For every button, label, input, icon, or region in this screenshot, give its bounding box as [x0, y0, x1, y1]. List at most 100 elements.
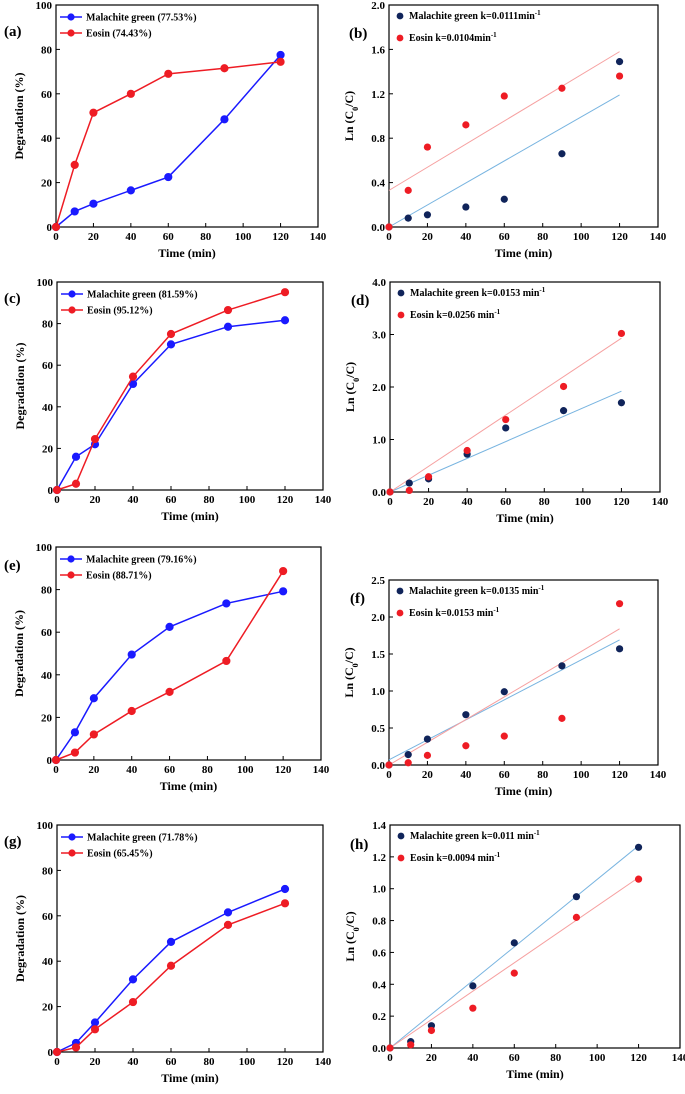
- data-point: [500, 195, 508, 203]
- x-tick-label: 0: [387, 1052, 393, 1064]
- data-point: [615, 72, 624, 80]
- plot-frame: [388, 579, 659, 766]
- data-point: [70, 728, 80, 737]
- data-point: [572, 913, 581, 921]
- x-tick-label: 40: [460, 231, 472, 243]
- x-tick-label: 100: [573, 231, 590, 243]
- data-point: [572, 893, 581, 901]
- data-point: [385, 761, 393, 769]
- y-tick-label: 0: [48, 485, 54, 497]
- legend-marker: [396, 609, 404, 617]
- plot-frame: [388, 4, 659, 228]
- panel-label: (c): [4, 291, 21, 307]
- y-axis-title: Degradation (%): [13, 343, 27, 430]
- data-point: [502, 424, 510, 432]
- legend-label: Eosin k=0.0256 min-1: [410, 308, 501, 321]
- x-tick-label: 120: [277, 494, 294, 506]
- x-tick-label: 80: [550, 1052, 562, 1064]
- data-point: [615, 58, 624, 66]
- y-axis-title: Degradation (%): [13, 895, 27, 982]
- fit-line: [389, 845, 639, 1049]
- data-point: [386, 1044, 394, 1052]
- plot-frame: [55, 546, 322, 761]
- data-point: [165, 622, 174, 631]
- y-tick-label: 40: [42, 956, 54, 968]
- data-point: [71, 1043, 81, 1052]
- y-tick-label: 0.0: [372, 1043, 386, 1055]
- legend-label: Eosin (74.43%): [86, 29, 152, 40]
- chart-h: (h) 0 20 40 60 80 100 120 140 0.0 0.2 0.4 0.6 0.8 1.0 1…: [343, 820, 685, 1081]
- data-point: [407, 1041, 415, 1049]
- fit-line: [388, 94, 620, 228]
- x-tick-label: 40: [125, 231, 137, 243]
- data-point: [70, 207, 79, 216]
- data-point: [404, 751, 412, 759]
- x-axis-title: Time (min): [495, 246, 552, 260]
- x-tick-label: 120: [611, 769, 628, 781]
- legend-marker: [396, 587, 404, 595]
- data-point: [404, 214, 412, 222]
- data-point: [510, 969, 518, 977]
- legend-marker: [396, 12, 404, 20]
- data-point: [89, 694, 98, 703]
- y-tick-label: 100: [36, 0, 53, 12]
- x-tick-label: 40: [128, 1056, 140, 1068]
- legend-marker: [397, 854, 405, 862]
- y-tick-label: 100: [37, 277, 54, 289]
- legend-label: Eosin k=0.0094 min-1: [410, 851, 501, 864]
- data-point: [70, 160, 79, 169]
- data-point: [223, 305, 233, 315]
- panel-label: (h): [350, 837, 368, 853]
- x-tick-label: 100: [239, 1056, 256, 1068]
- x-tick-label: 100: [239, 494, 256, 506]
- legend-marker: [68, 290, 76, 298]
- y-axis-title: Ln (C0/C): [342, 91, 360, 141]
- data-point: [405, 486, 413, 495]
- data-point: [558, 662, 566, 670]
- x-tick-label: 140: [672, 1052, 685, 1064]
- data-point: [615, 600, 624, 608]
- data-point: [558, 714, 566, 722]
- y-tick-label: 20: [42, 1002, 54, 1014]
- y-tick-label: 20: [41, 712, 53, 724]
- data-point: [427, 1026, 436, 1035]
- y-tick-label: 0.8: [371, 133, 385, 145]
- data-point: [165, 687, 174, 696]
- data-point: [462, 121, 470, 129]
- x-tick-label: 100: [237, 764, 254, 776]
- y-tick-label: 100: [37, 820, 54, 832]
- data-point: [423, 751, 432, 759]
- data-point: [462, 742, 470, 750]
- data-point: [276, 57, 285, 66]
- data-point: [558, 84, 566, 92]
- x-tick-label: 120: [630, 1052, 647, 1064]
- data-point: [51, 755, 61, 765]
- data-point: [462, 203, 470, 211]
- x-tick-label: 100: [575, 496, 592, 508]
- x-tick-label: 0: [386, 231, 392, 243]
- x-tick-label: 40: [126, 764, 138, 776]
- y-tick-label: 0.0: [371, 222, 385, 234]
- y-axis-title: Ln (C0/C): [343, 911, 361, 961]
- x-tick-label: 0: [54, 1056, 60, 1068]
- y-tick-label: 20: [41, 178, 53, 190]
- y-tick-label: 4.0: [372, 277, 386, 289]
- plot-frame: [56, 281, 324, 491]
- x-tick-label: 20: [426, 1052, 438, 1064]
- y-tick-label: 60: [41, 89, 53, 101]
- data-point: [222, 656, 231, 666]
- data-point: [127, 650, 136, 659]
- legend-label: Malachite green k=0.011 min-1: [410, 829, 540, 842]
- data-point: [634, 843, 643, 851]
- data-point: [164, 172, 173, 182]
- data-point: [469, 982, 477, 990]
- data-point: [423, 143, 432, 151]
- data-point: [52, 1047, 62, 1057]
- data-point: [276, 50, 285, 60]
- series-line: [55, 570, 284, 761]
- legend-label: Malachite green (71.78%): [87, 833, 198, 844]
- y-tick-label: 1.0: [371, 686, 385, 698]
- data-point: [71, 452, 81, 461]
- x-tick-label: 80: [202, 764, 214, 776]
- y-tick-label: 40: [41, 670, 53, 682]
